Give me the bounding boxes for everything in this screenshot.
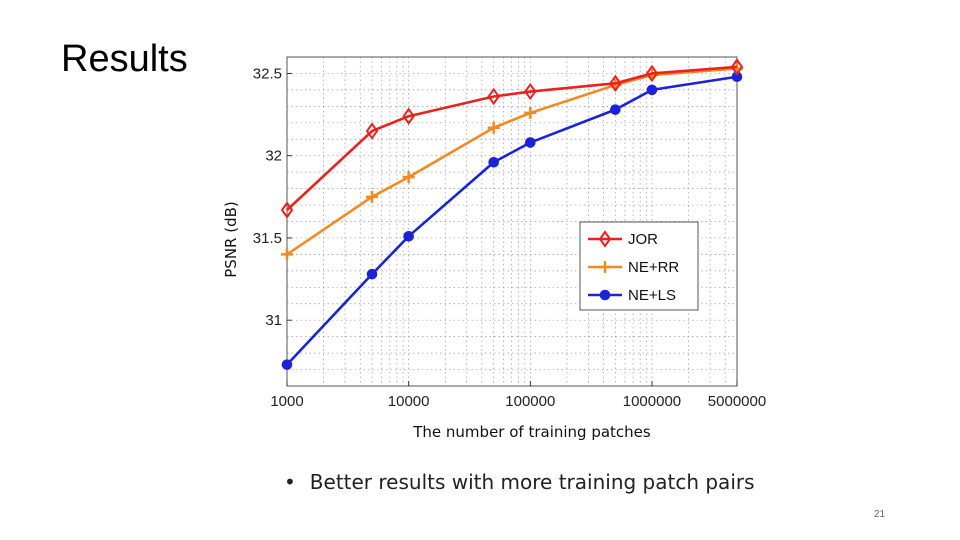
legend-marker <box>599 261 611 273</box>
data-point <box>402 171 415 184</box>
legend-label: NE+RR <box>628 259 679 276</box>
data-point <box>646 84 658 96</box>
y-tick-label: 31 <box>265 312 282 329</box>
y-tick-label: 31.5 <box>253 230 282 247</box>
series-line <box>286 67 738 256</box>
y-axis-label: PSNR (dB) <box>222 201 240 278</box>
data-point <box>365 122 379 140</box>
series-ne-ls <box>281 71 743 370</box>
series-line <box>286 75 738 366</box>
y-tick-label: 32.5 <box>253 65 282 82</box>
data-point <box>730 58 744 76</box>
y-tick-label: 32 <box>265 148 282 165</box>
data-point <box>488 156 499 168</box>
x-tick-label: 10000 <box>388 393 430 410</box>
bullet-point: • Better results with more training patch… <box>284 470 755 494</box>
legend-marker <box>598 230 612 248</box>
data-point <box>280 201 294 219</box>
legend-label: JOR <box>628 231 658 248</box>
legend: JOR NE+RR NE+LS <box>579 221 699 311</box>
ticks-layer: 1000 10000 100000 1000000 5000000 31 31.5 32 32.… <box>253 65 766 410</box>
x-axis-label: The number of training patches <box>412 423 651 441</box>
series-line <box>286 65 738 211</box>
slide-title: Results <box>61 38 188 80</box>
data-point <box>524 82 537 101</box>
data-point <box>610 104 621 115</box>
x-tick-label: 1000 <box>270 393 303 410</box>
series-jor <box>280 58 744 219</box>
data-point <box>403 231 414 242</box>
plot-frame <box>286 56 738 387</box>
data-point <box>281 359 293 370</box>
data-point <box>487 87 500 106</box>
page-number: 21 <box>874 509 886 520</box>
data-point <box>609 74 622 93</box>
data-point <box>525 137 536 148</box>
x-tick-label: 5000000 <box>708 393 766 410</box>
data-point <box>645 64 659 83</box>
legend-label: NE+LS <box>628 287 676 304</box>
bullet-text: Better results with more training patch … <box>309 470 755 494</box>
bullet-symbol: • <box>284 470 296 494</box>
data-point <box>524 106 537 119</box>
data-point <box>366 190 379 203</box>
series-layer <box>280 58 744 370</box>
data-point <box>281 248 293 261</box>
data-point <box>366 268 378 280</box>
data-point <box>402 107 415 125</box>
data-point <box>487 121 500 134</box>
legend-marker <box>599 289 611 301</box>
x-tick-label: 1000000 <box>623 393 681 410</box>
x-tick-label: 100000 <box>505 393 555 410</box>
